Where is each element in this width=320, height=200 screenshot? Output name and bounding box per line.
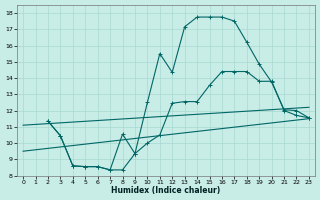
- X-axis label: Humidex (Indice chaleur): Humidex (Indice chaleur): [111, 186, 221, 195]
